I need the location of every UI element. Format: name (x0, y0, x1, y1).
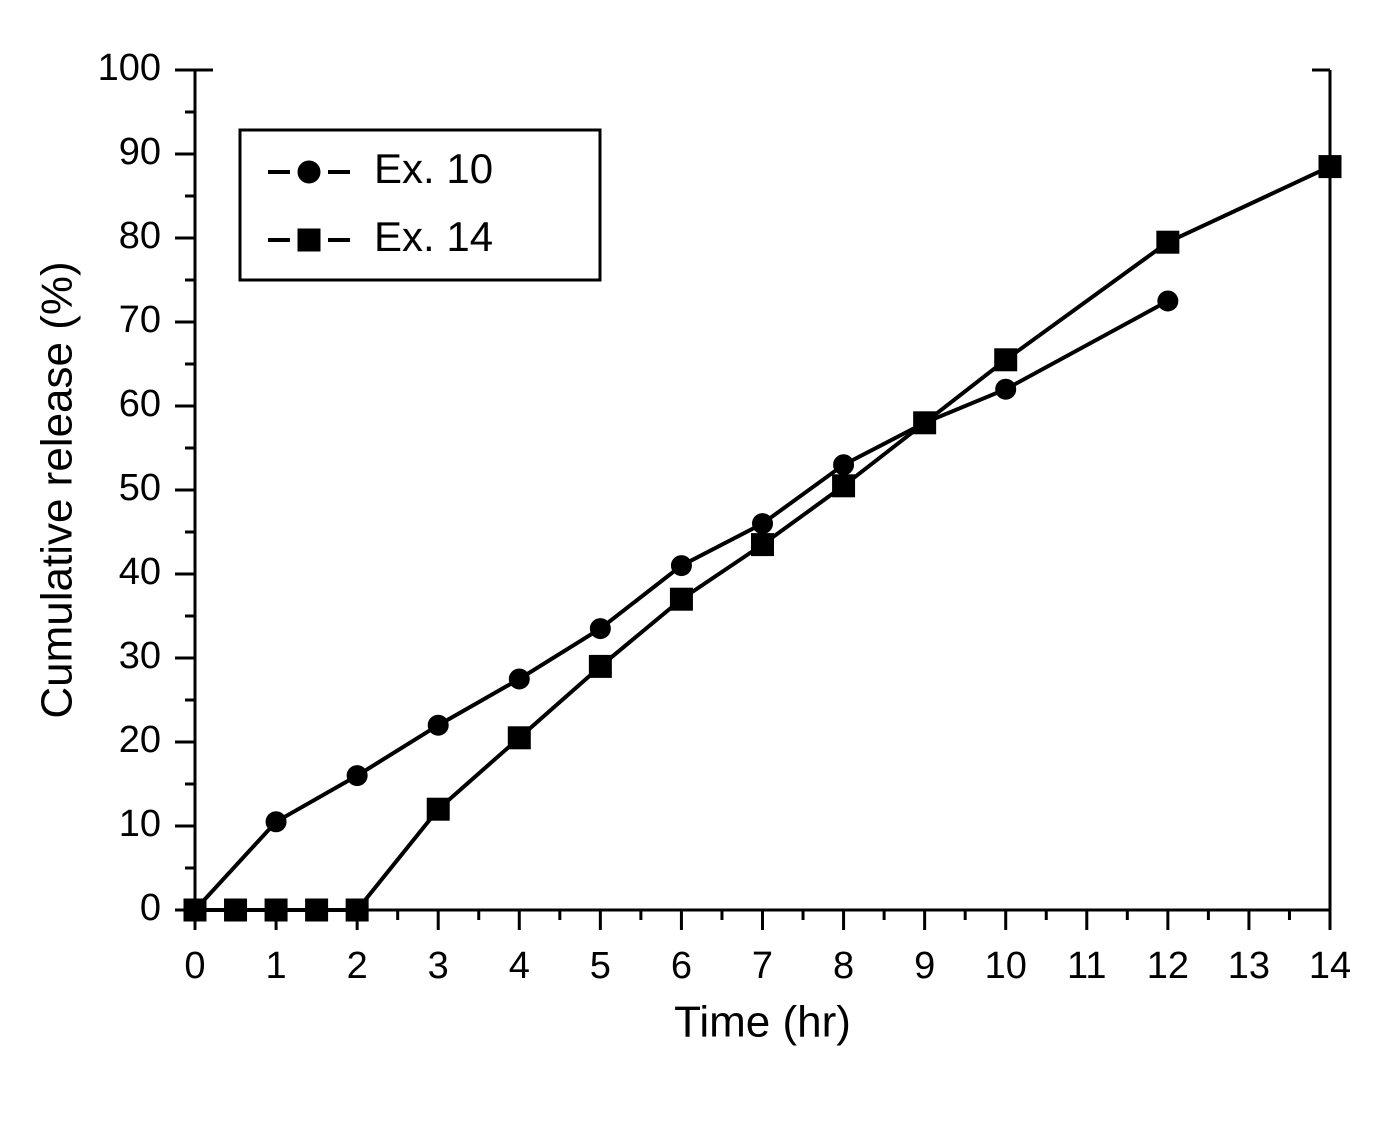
marker-circle (509, 669, 529, 689)
y-tick-label: 30 (119, 635, 161, 677)
y-tick-label: 80 (119, 215, 161, 257)
legend-label: Ex. 10 (374, 145, 493, 192)
marker-square (1319, 156, 1341, 178)
marker-square (508, 727, 530, 749)
x-tick-label: 7 (752, 945, 773, 987)
marker-circle (996, 379, 1016, 399)
marker-square (184, 899, 206, 921)
x-tick-label: 11 (1067, 945, 1106, 987)
marker-square (589, 655, 611, 677)
marker-square (752, 534, 774, 556)
legend-label: Ex. 14 (374, 213, 493, 260)
y-axis-label: Cumulative release (%) (33, 261, 82, 718)
y-tick-label: 20 (119, 719, 161, 761)
x-tick-label: 8 (833, 945, 854, 987)
x-tick-label: 6 (671, 945, 692, 987)
marker-circle (834, 455, 854, 475)
x-axis-label: Time (hr) (674, 998, 851, 1047)
marker-square (833, 475, 855, 497)
x-tick-label: 12 (1147, 945, 1189, 987)
x-tick-label: 0 (184, 945, 205, 987)
marker-circle (428, 715, 448, 735)
marker-square (427, 798, 449, 820)
marker-square (265, 899, 287, 921)
y-tick-label: 40 (119, 551, 161, 593)
x-tick-label: 2 (347, 945, 368, 987)
release-chart: 0123456789101112131401020304050607080901… (0, 0, 1388, 1135)
x-tick-label: 9 (914, 945, 935, 987)
marker-square (1157, 231, 1179, 253)
x-tick-label: 13 (1228, 945, 1270, 987)
marker-square (306, 899, 328, 921)
x-tick-label: 5 (590, 945, 611, 987)
marker-circle (671, 556, 691, 576)
marker-circle (590, 619, 610, 639)
legend-marker-circle (298, 161, 320, 183)
marker-square (225, 899, 247, 921)
y-tick-label: 50 (119, 467, 161, 509)
marker-circle (1158, 291, 1178, 311)
marker-circle (347, 766, 367, 786)
y-tick-label: 100 (98, 47, 161, 89)
y-tick-label: 10 (119, 803, 161, 845)
y-tick-label: 0 (140, 887, 161, 929)
chart-svg: 0123456789101112131401020304050607080901… (0, 0, 1388, 1135)
x-tick-label: 10 (985, 945, 1027, 987)
marker-square (995, 349, 1017, 371)
marker-square (346, 899, 368, 921)
y-tick-label: 70 (119, 299, 161, 341)
marker-square (914, 412, 936, 434)
y-tick-label: 60 (119, 383, 161, 425)
x-tick-label: 4 (509, 945, 530, 987)
x-tick-label: 14 (1309, 945, 1351, 987)
marker-circle (753, 514, 773, 534)
marker-square (670, 588, 692, 610)
x-tick-label: 3 (428, 945, 449, 987)
x-tick-label: 1 (266, 945, 287, 987)
legend-marker-square (298, 229, 320, 251)
y-tick-label: 90 (119, 131, 161, 173)
marker-circle (266, 812, 286, 832)
